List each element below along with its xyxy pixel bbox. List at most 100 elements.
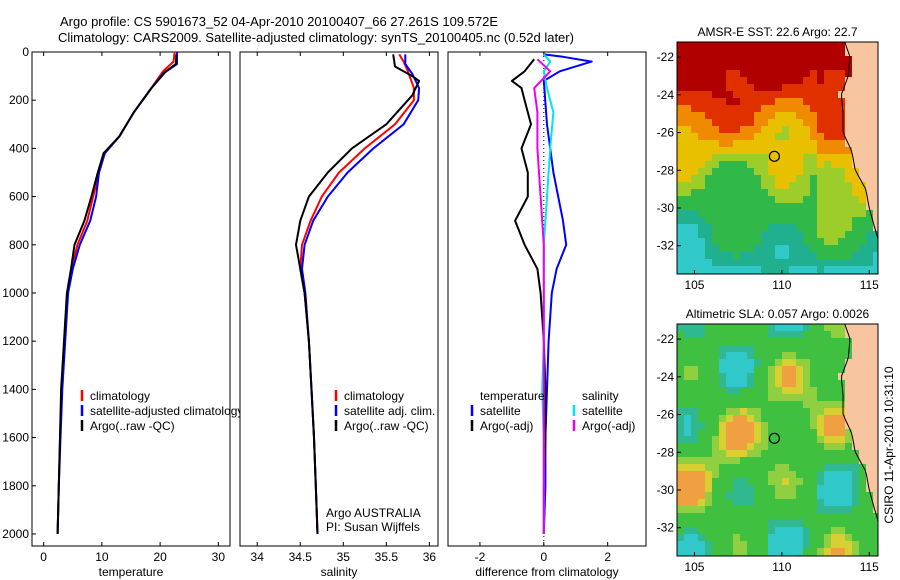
map-cell [719,182,726,189]
map-cell [768,245,775,252]
map-cell [761,175,768,182]
map-cell [677,520,684,527]
map-cell [789,231,796,238]
map-cell [775,245,782,252]
map-cell [831,203,838,210]
map-cell [852,238,859,245]
map-cell [747,506,754,513]
map-cell [824,231,831,238]
map-cell [817,548,824,555]
map-cell [775,224,782,231]
map-cell [796,175,803,182]
map-cell [817,252,824,259]
map-cell [796,408,803,415]
map-cell [845,345,852,352]
map-cell [873,373,878,380]
map-cell [761,478,768,485]
map-cell [852,210,859,217]
map-cell [705,112,712,119]
map-cell [845,161,852,168]
map-cell [873,112,878,119]
map-cell [866,534,873,541]
map-cell [775,457,782,464]
sst_map-ytick-label: -26 [657,126,675,140]
temperature-ytick-label: 1400 [2,382,29,396]
map-cell [684,91,691,98]
map-cell [817,161,824,168]
map-cell [733,457,740,464]
map-cell [754,140,761,147]
map-cell [677,527,684,534]
map-cell [845,105,852,112]
map-cell [803,443,810,450]
map-cell [810,203,817,210]
map-cell [677,70,684,77]
map-cell [768,548,775,555]
map-cell [803,394,810,401]
map-cell [726,140,733,147]
map-cell [768,324,775,331]
temperature-ytick-label: 1200 [2,334,29,348]
map-cell [873,450,878,457]
map-cell [754,147,761,154]
map-cell [691,147,698,154]
map-cell [845,147,852,154]
map-cell [775,210,782,217]
map-cell [789,422,796,429]
map-cell [761,534,768,541]
map-cell [810,373,817,380]
map-cell [873,492,878,499]
map-cell [866,112,873,119]
map-cell [796,415,803,422]
map-cell [705,450,712,457]
map-cell [712,238,719,245]
sla_map-ytick-label: -22 [657,332,675,346]
map-cell [754,338,761,345]
map-cell [698,84,705,91]
map-cell [719,42,726,49]
map-cell [796,464,803,471]
map-cell [740,203,747,210]
map-cell [691,217,698,224]
map-cell [803,245,810,252]
map-cell [740,210,747,217]
map-cell [684,224,691,231]
map-cell [796,42,803,49]
map-cell [824,499,831,506]
map-cell [684,245,691,252]
map-cell [740,70,747,77]
map-cell [873,105,878,112]
temperature-ytick-label: 1600 [2,431,29,445]
map-cell [719,387,726,394]
map-cell [859,380,866,387]
map-cell [817,359,824,366]
map-cell [873,394,878,401]
map-cell [768,499,775,506]
map-cell [873,189,878,196]
map-cell [691,133,698,140]
map-cell [796,77,803,84]
map-cell [852,422,859,429]
map-cell [684,492,691,499]
map-cell [733,259,740,266]
sst_map-ytick-label: -32 [657,239,675,253]
map-cell [740,520,747,527]
map-cell [754,408,761,415]
map-cell [782,380,789,387]
map-cell [838,154,845,161]
map-cell [852,154,859,161]
map-cell [817,119,824,126]
map-cell [768,49,775,56]
map-cell [796,119,803,126]
map-cell [747,182,754,189]
map-cell [705,63,712,70]
map-cell [691,527,698,534]
map-cell [698,196,705,203]
map-cell [684,450,691,457]
map-cell [789,168,796,175]
map-cell [873,338,878,345]
map-cell [761,161,768,168]
map-cell [698,105,705,112]
map-cell [768,154,775,161]
map-cell [684,464,691,471]
